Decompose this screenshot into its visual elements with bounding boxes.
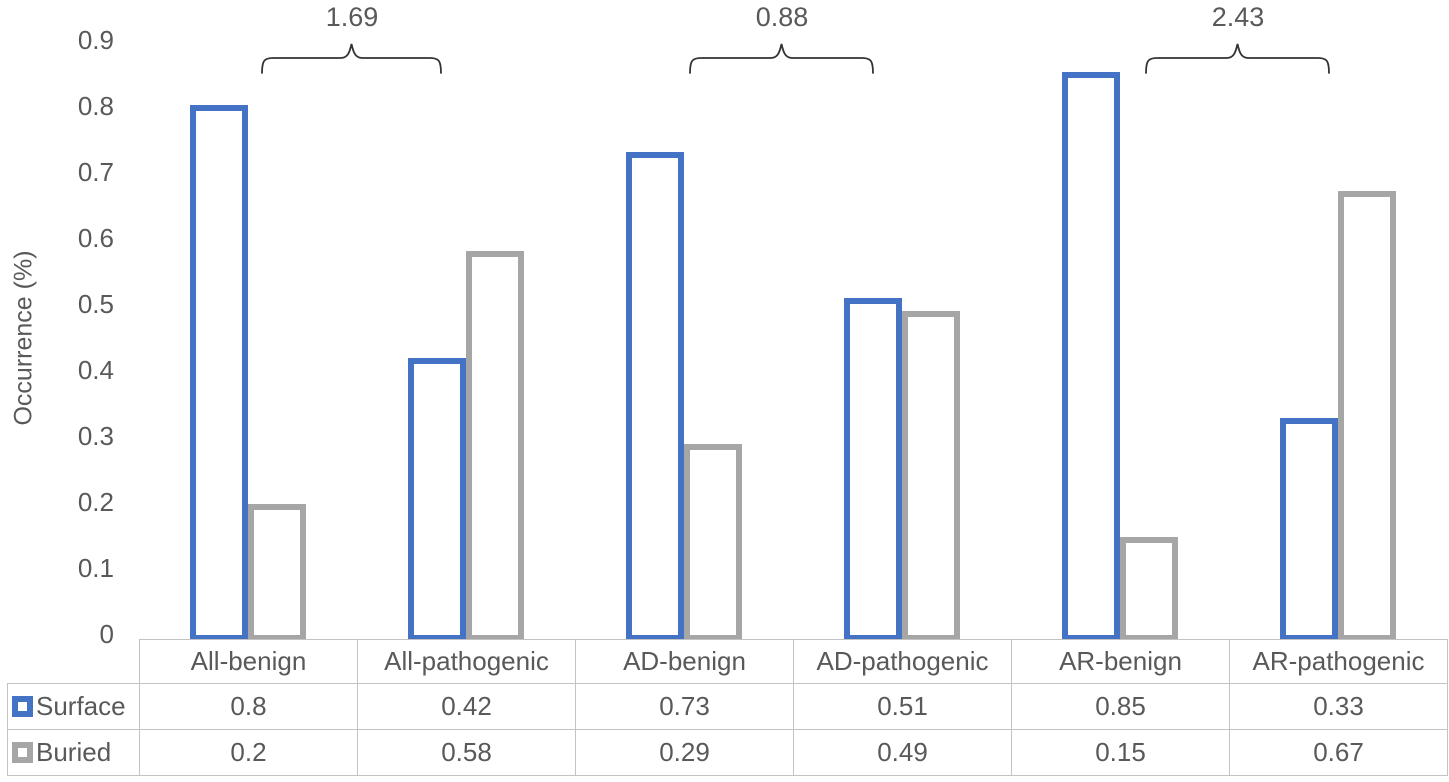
curly-brace-2 [1145, 43, 1330, 74]
brace-annotations [261, 43, 1330, 74]
table-value-cell: 0.49 [793, 729, 1012, 776]
brace-ratio-label: 2.43 [1211, 2, 1265, 32]
table-value-cell: 0.51 [793, 683, 1012, 730]
y-tick-label: 0 [99, 619, 114, 649]
bar-surface-all-benign [190, 105, 248, 641]
table-corner-cell [8, 640, 140, 684]
table-value-cell: 0.42 [357, 683, 576, 730]
surface-series-swatch-icon [12, 696, 33, 717]
table-value-cell: 0.29 [575, 729, 794, 776]
y-tick-label: 0.5 [77, 289, 114, 319]
y-tick-label: 0.2 [77, 487, 114, 517]
bar-surface-ar-benign [1062, 72, 1120, 641]
y-tick-label: 0.1 [77, 553, 114, 583]
table-value-cell: 0.85 [1011, 683, 1230, 730]
bar-surface-ad-pathogenic [844, 298, 902, 641]
y-tick-label: 0.4 [77, 355, 114, 385]
table-value-cell: 0.58 [357, 729, 576, 776]
brace-ratio-label: 0.88 [755, 2, 809, 32]
category-header: AD-benign [575, 639, 794, 684]
bar-buried-all-benign [248, 504, 306, 641]
y-tick-label: 0.3 [77, 421, 114, 451]
bar-buried-ar-pathogenic [1338, 191, 1396, 641]
table-value-cell: 0.8 [139, 683, 358, 730]
table-value-cell: 0.73 [575, 683, 794, 730]
curly-brace-0 [261, 43, 442, 74]
bar-surface-ad-benign [626, 152, 684, 641]
buried-series-swatch-icon [12, 742, 33, 763]
table-value-cell: 0.2 [139, 729, 358, 776]
bar-buried-all-pathogenic [466, 251, 524, 641]
legend-row-buried: Buried [7, 729, 140, 776]
bar-surface-ar-pathogenic [1280, 418, 1338, 641]
y-tick-label: 0.6 [77, 223, 114, 253]
y-tick-label: 0.7 [77, 157, 114, 187]
bar-buried-ad-benign [684, 444, 742, 641]
bar-surface-all-pathogenic [408, 358, 466, 641]
y-tick-label: 0.9 [77, 25, 114, 55]
category-header: All-benign [139, 639, 358, 684]
table-value-cell: 0.67 [1229, 729, 1448, 776]
y-tick-label: 0.8 [77, 91, 114, 121]
category-header: AR-benign [1011, 639, 1230, 684]
bar-buried-ar-benign [1120, 537, 1178, 641]
table-value-cell: 0.33 [1229, 683, 1448, 730]
category-header: AD-pathogenic [793, 639, 1012, 684]
category-header: AR-pathogenic [1229, 639, 1448, 684]
data-table: All-benign All-pathogenic AD-benign AD-p… [7, 639, 1448, 776]
bar-buried-ad-pathogenic [902, 311, 960, 641]
series-label: Buried [36, 737, 112, 767]
brace-ratio-label: 1.69 [325, 2, 379, 32]
legend-row-surface: Surface [7, 683, 140, 730]
series-label: Surface [36, 691, 126, 721]
curly-brace-1 [689, 43, 874, 74]
y-axis-title: Occurrence (%) [9, 250, 38, 426]
category-header: All-pathogenic [357, 639, 576, 684]
table-value-cell: 0.15 [1011, 729, 1230, 776]
